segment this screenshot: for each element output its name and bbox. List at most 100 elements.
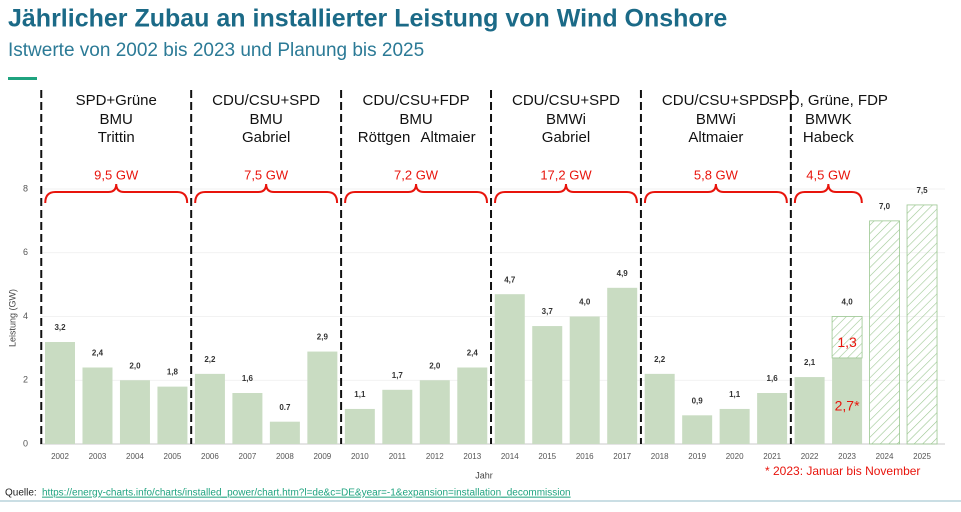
ministry: BMU bbox=[100, 111, 133, 128]
x-tick-label: 2019 bbox=[688, 452, 706, 461]
title: Jährlicher Zubau an installierter Leistu… bbox=[8, 5, 727, 33]
value-label: 4,7 bbox=[504, 275, 516, 284]
bar bbox=[307, 351, 338, 444]
minister: Altmaier bbox=[688, 129, 743, 146]
x-tick-label: 2009 bbox=[313, 452, 331, 461]
brace bbox=[793, 183, 863, 204]
coalition: CDU/CSU+SPD bbox=[662, 92, 770, 109]
y-axis-label: Leistung (GW) bbox=[7, 289, 17, 347]
bar bbox=[119, 380, 150, 444]
bar bbox=[494, 294, 525, 444]
y-tick-label: 8 bbox=[23, 183, 28, 193]
y-tick-label: 6 bbox=[23, 247, 28, 257]
coalition: CDU/CSU+FDP bbox=[363, 92, 470, 109]
x-tick-label: 2011 bbox=[389, 452, 407, 461]
brace bbox=[194, 183, 339, 204]
period-addition: 17,2 GW bbox=[540, 167, 592, 182]
bar bbox=[344, 408, 375, 444]
x-tick-label: 2020 bbox=[726, 452, 744, 461]
value-label: 2,2 bbox=[204, 355, 216, 364]
bar bbox=[832, 357, 863, 444]
bar bbox=[532, 326, 563, 444]
bar bbox=[607, 287, 638, 444]
bar bbox=[569, 316, 600, 444]
coalition: SPD, Grüne, FDP bbox=[769, 92, 888, 109]
period-addition: 9,5 GW bbox=[94, 167, 139, 182]
minister: Trittin bbox=[98, 129, 135, 146]
value-label: 7,5 bbox=[916, 186, 928, 195]
minister: Altmaier bbox=[421, 129, 476, 146]
x-tick-label: 2004 bbox=[126, 452, 144, 461]
x-tick-label: 2023 bbox=[838, 452, 856, 461]
ministry: BMWi bbox=[696, 111, 736, 128]
x-tick-label: 2022 bbox=[801, 452, 819, 461]
minister: Gabriel bbox=[542, 129, 590, 146]
value-label: 2,4 bbox=[92, 349, 104, 358]
value-label: 2,9 bbox=[317, 333, 329, 342]
minister: Gabriel bbox=[242, 129, 290, 146]
value-label: 3,7 bbox=[542, 307, 554, 316]
x-tick-label: 2007 bbox=[239, 452, 257, 461]
ministry: BMU bbox=[399, 111, 432, 128]
value-label: 2,1 bbox=[804, 358, 816, 367]
bar-hatched bbox=[906, 204, 938, 445]
y-tick-label: 0 bbox=[23, 438, 28, 448]
coalition: SPD+Grüne bbox=[76, 92, 157, 109]
bar bbox=[419, 380, 450, 444]
brace bbox=[344, 183, 489, 204]
x-axis-label: Jahr bbox=[475, 470, 493, 480]
brace bbox=[44, 183, 189, 204]
value-label: 1,1 bbox=[729, 390, 741, 399]
value-label: 2,0 bbox=[429, 361, 441, 370]
x-tick-label: 2003 bbox=[89, 452, 107, 461]
brace bbox=[494, 183, 638, 204]
period-addition: 7,2 GW bbox=[394, 167, 439, 182]
x-tick-label: 2013 bbox=[463, 452, 481, 461]
accent-line bbox=[8, 77, 37, 80]
value-label: 1,8 bbox=[167, 368, 179, 377]
value-label: 1,6 bbox=[767, 374, 779, 383]
bar bbox=[82, 367, 113, 444]
value-label: 2,2 bbox=[654, 355, 666, 364]
bar bbox=[457, 367, 488, 444]
ministry: BMU bbox=[249, 111, 282, 128]
x-tick-label: 2012 bbox=[426, 452, 444, 461]
x-tick-label: 2021 bbox=[763, 452, 781, 461]
bar bbox=[269, 421, 300, 444]
value-label: 1,6 bbox=[242, 374, 254, 383]
period-addition: 5,8 GW bbox=[694, 167, 739, 182]
stack-total-label: 4,0 bbox=[842, 298, 854, 307]
x-tick-label: 2018 bbox=[651, 452, 669, 461]
coalition: CDU/CSU+SPD bbox=[512, 92, 620, 109]
bar bbox=[757, 393, 788, 444]
bar bbox=[794, 377, 825, 444]
period-addition: 7,5 GW bbox=[244, 167, 289, 182]
bar bbox=[682, 415, 713, 444]
period-addition: 4,5 GW bbox=[806, 167, 851, 182]
inner-value-label: 1,3 bbox=[837, 334, 857, 350]
source-prefix: Quelle: bbox=[5, 488, 37, 499]
source-link[interactable]: https://energy-charts.info/charts/instal… bbox=[42, 488, 571, 499]
bar bbox=[45, 342, 75, 444]
y-tick-label: 4 bbox=[23, 311, 28, 321]
x-tick-label: 2005 bbox=[164, 452, 182, 461]
ministry: BMWK bbox=[805, 111, 852, 128]
x-tick-label: 2010 bbox=[351, 452, 369, 461]
value-label: 2,4 bbox=[467, 349, 479, 358]
bar bbox=[232, 393, 263, 444]
bar bbox=[194, 373, 225, 444]
coalition: CDU/CSU+SPD bbox=[212, 92, 320, 109]
x-tick-label: 2017 bbox=[613, 452, 631, 461]
footnote: * 2023: Januar bis November bbox=[765, 464, 920, 478]
ministry: BMWi bbox=[546, 111, 586, 128]
inner-value-label: 2,7* bbox=[835, 398, 860, 414]
x-tick-label: 2002 bbox=[51, 452, 69, 461]
minister: Habeck bbox=[803, 129, 854, 146]
bar bbox=[157, 386, 188, 444]
x-tick-label: 2015 bbox=[538, 452, 556, 461]
value-label: 1,7 bbox=[392, 371, 404, 380]
bar-hatched bbox=[831, 316, 863, 359]
minister: Röttgen bbox=[358, 129, 411, 146]
x-tick-label: 2024 bbox=[876, 452, 894, 461]
